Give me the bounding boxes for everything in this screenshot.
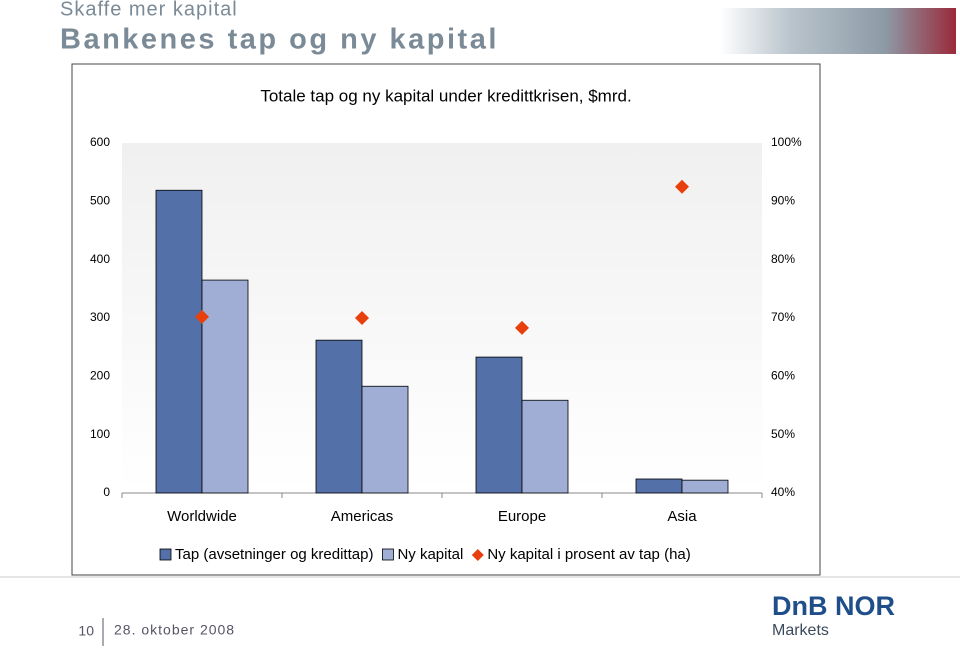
slide-title: Bankenes tap og ny kapital xyxy=(60,24,499,56)
marker xyxy=(195,309,209,324)
y-tick-label: 100 xyxy=(90,427,110,441)
y2-tick-label: 70% xyxy=(771,310,795,324)
slide-kicker: Skaffe mer kapital xyxy=(60,0,238,20)
logo-name: DnB NOR xyxy=(772,591,895,621)
bar xyxy=(155,189,203,494)
bar xyxy=(681,479,729,494)
x-tick-label: Europe xyxy=(498,508,546,525)
bar xyxy=(635,478,683,494)
legend-label: Tap (avsetninger og kredittap) xyxy=(175,546,373,563)
marker xyxy=(355,311,369,325)
y-tick-label: 400 xyxy=(90,252,110,266)
logo-sub: Markets xyxy=(772,622,829,639)
y2-tick-label: 50% xyxy=(771,427,795,441)
legend-swatch xyxy=(159,548,172,561)
legend-label: Ny kapital xyxy=(397,546,463,563)
y2-tick-label: 100% xyxy=(771,135,802,149)
x-tick-label: Worldwide xyxy=(167,508,237,525)
marker xyxy=(515,320,529,335)
bar xyxy=(315,339,363,494)
y-tick-label: 0 xyxy=(103,485,110,499)
marker xyxy=(675,179,689,194)
header-image xyxy=(720,8,956,54)
y-tick-label: 600 xyxy=(90,135,110,149)
y-tick-label: 500 xyxy=(90,194,110,208)
y2-tick-label: 60% xyxy=(771,369,795,383)
y2-tick-label: 90% xyxy=(771,194,795,208)
bar xyxy=(475,356,523,494)
bar xyxy=(361,385,409,494)
footer-date: 28. oktober 2008 xyxy=(114,622,235,638)
bar xyxy=(521,399,569,494)
y-tick-label: 200 xyxy=(90,369,110,383)
x-tick-label: Asia xyxy=(667,508,697,525)
page-number: 10 xyxy=(78,623,94,639)
x-tick-label: Americas xyxy=(331,508,394,525)
bar xyxy=(201,279,249,494)
y-tick-label: 300 xyxy=(90,310,110,324)
y2-tick-label: 40% xyxy=(771,485,795,499)
legend-swatch xyxy=(382,548,394,561)
legend-label: Ny kapital i prosent av tap (ha) xyxy=(487,546,690,563)
chart: 0 100 200 300 400 500 600 40% 50% 60% 70% 80% 90% 100… xyxy=(90,135,802,563)
chart-title: Totale tap og ny kapital under kredittkr… xyxy=(260,86,631,105)
legend-swatch xyxy=(471,549,484,561)
y2-tick-label: 80% xyxy=(771,252,795,266)
